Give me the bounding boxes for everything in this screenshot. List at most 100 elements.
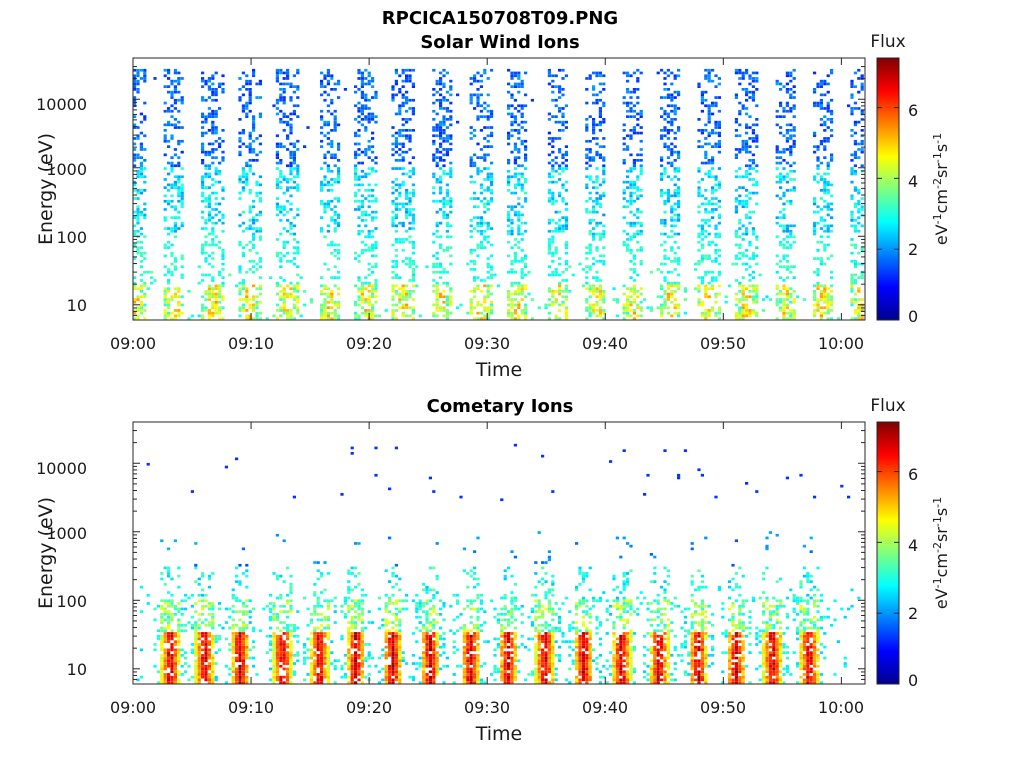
- spectrogram-cell: [173, 186, 177, 189]
- spectrogram-cell: [214, 93, 218, 97]
- spectrogram-cell: [588, 243, 592, 247]
- spectrogram-cell: [275, 112, 279, 116]
- spectrogram-cell: [323, 287, 327, 290]
- spectrogram-cell: [704, 68, 708, 72]
- spectrogram-cell: [588, 156, 592, 159]
- spectrogram-cell: [673, 96, 677, 99]
- spectrogram-cell: [330, 112, 334, 116]
- spectrogram-cell: [136, 205, 140, 209]
- spectrogram-cell: [180, 197, 184, 200]
- spectrogram-cell: [507, 112, 511, 116]
- spectrogram-cell: [275, 309, 279, 312]
- spectrogram-cell: [398, 159, 402, 162]
- spectrogram-cell: [139, 610, 143, 613]
- spectrogram-cell: [602, 145, 606, 148]
- spectrogram-cell: [629, 180, 633, 184]
- spectrogram-cell: [558, 96, 562, 99]
- spectrogram-cell: [411, 172, 415, 176]
- spectrogram-cell: [860, 262, 864, 266]
- spectrogram-cell: [704, 229, 708, 233]
- spectrogram-cell: [163, 85, 167, 88]
- spectrogram-cell: [629, 191, 633, 195]
- spectrogram-cell: [143, 257, 147, 260]
- spectrogram-cell: [673, 175, 677, 179]
- spectrogram-cell: [598, 74, 602, 78]
- spectrogram-cell: [221, 284, 225, 288]
- spectrogram-cell: [789, 109, 793, 113]
- spectrogram-cell: [357, 88, 361, 91]
- spectrogram-cell: [853, 205, 857, 209]
- spectrogram-cell: [830, 156, 834, 159]
- spectrogram-cell: [629, 169, 633, 173]
- spectrogram-cell: [755, 88, 759, 91]
- spectrogram-cell: [823, 300, 827, 304]
- spectrogram-cell: [201, 656, 205, 660]
- spectrogram-cell: [636, 77, 640, 80]
- spectrogram-cell: [411, 194, 415, 198]
- spectrogram-cell: [197, 593, 201, 597]
- spectrogram-cell: [714, 300, 718, 304]
- spectrogram-cell: [391, 298, 395, 301]
- spectrogram-cell: [252, 309, 256, 312]
- spectrogram-cell: [632, 300, 636, 304]
- spectrogram-cell: [700, 129, 704, 132]
- spectrogram-cell: [204, 167, 208, 170]
- spectrogram-cell: [486, 287, 490, 290]
- spectrogram-cell: [279, 208, 283, 211]
- spectrogram-cell: [782, 303, 786, 307]
- spectrogram-cell: [211, 664, 215, 668]
- spectrogram-cell: [789, 129, 793, 132]
- spectrogram-cell: [190, 593, 194, 597]
- spectrogram-cell: [255, 213, 259, 217]
- spectrogram-cell: [289, 131, 293, 135]
- spectrogram-cell: [826, 235, 830, 239]
- spectrogram-cell: [439, 150, 443, 154]
- spectrogram-cell: [748, 77, 752, 80]
- spectrogram-cell: [707, 112, 711, 116]
- spectrogram-cell: [745, 150, 749, 154]
- spectrogram-cell: [704, 292, 708, 296]
- spectrogram-cell: [391, 265, 395, 269]
- spectrogram-cell: [707, 68, 711, 72]
- spectrogram-cell: [592, 276, 596, 279]
- spectrogram-cell: [588, 219, 592, 222]
- spectrogram-cell: [177, 178, 181, 181]
- spectrogram-cell: [850, 210, 854, 214]
- spectrogram-cell: [323, 153, 327, 157]
- spectrogram-cell: [551, 150, 555, 154]
- spectrogram-cell: [483, 284, 487, 288]
- spectrogram-cell: [595, 191, 599, 195]
- spectrogram-cell: [734, 189, 738, 192]
- spectrogram-cell: [292, 290, 296, 293]
- spectrogram-cell: [258, 191, 262, 195]
- spectrogram-cell: [180, 139, 184, 143]
- spectrogram-cell: [751, 300, 755, 304]
- spectrogram-cell: [282, 306, 286, 310]
- spectrogram-cell: [741, 276, 745, 279]
- spectrogram-cell: [224, 621, 228, 624]
- spectrogram-cell: [207, 675, 211, 679]
- spectrogram-cell: [588, 74, 592, 78]
- spectrogram-cell: [524, 262, 528, 266]
- spectrogram-cell: [823, 249, 827, 252]
- spectrogram-cell: [374, 210, 378, 214]
- spectrogram-cell: [221, 254, 225, 258]
- spectrogram-cell: [479, 224, 483, 228]
- spectrogram-cell: [711, 240, 715, 244]
- spectrogram-cell: [391, 85, 395, 88]
- spectrogram-cell: [823, 262, 827, 266]
- spectrogram-cell: [490, 126, 494, 129]
- spectrogram-cell: [275, 161, 279, 165]
- spectrogram-cell: [673, 191, 677, 195]
- spectrogram-cell: [558, 191, 562, 195]
- spectrogram-cell: [337, 224, 341, 228]
- spectrogram-cell: [595, 232, 599, 236]
- spectrogram-cell: [241, 71, 245, 75]
- spectrogram-cell: [323, 306, 327, 310]
- spectrogram-cell: [394, 159, 398, 162]
- spectrogram-cell: [622, 180, 626, 184]
- spectrogram-cell: [782, 175, 786, 179]
- spectrogram-cell: [401, 303, 405, 307]
- spectrogram-cell: [163, 265, 167, 269]
- spectrogram-cell: [367, 284, 371, 288]
